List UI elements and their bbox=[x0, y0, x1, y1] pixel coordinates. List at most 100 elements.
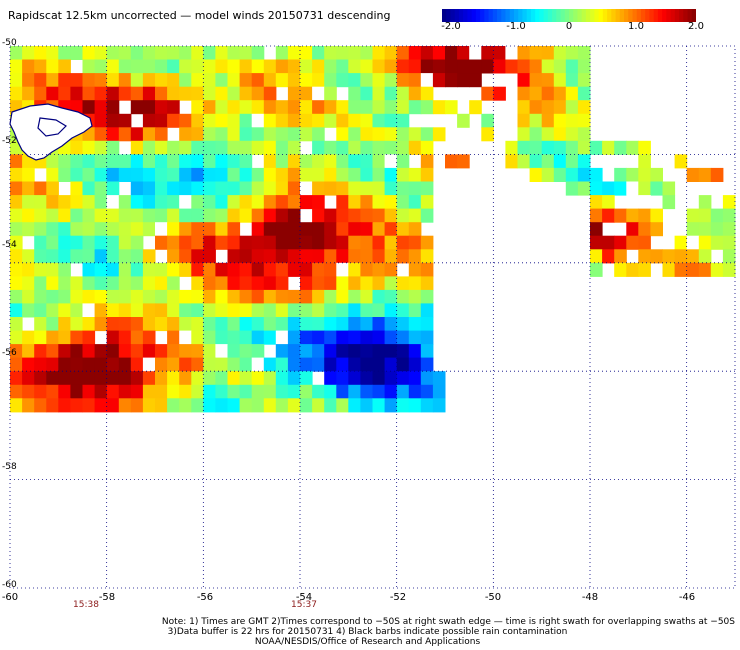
wind-cell bbox=[686, 195, 700, 210]
wind-cell bbox=[155, 398, 168, 413]
wind-cell bbox=[372, 181, 386, 196]
wind-cell bbox=[529, 167, 543, 182]
colorbar-segment bbox=[569, 9, 574, 22]
wind-cell bbox=[348, 249, 361, 264]
wind-cell bbox=[312, 398, 325, 413]
wind-cell bbox=[118, 262, 132, 277]
wind-cell bbox=[191, 46, 204, 60]
wind-cell bbox=[142, 276, 156, 291]
wind-cell bbox=[287, 235, 301, 250]
wind-cell bbox=[275, 276, 289, 291]
wind-cell bbox=[22, 195, 35, 210]
wind-cell bbox=[710, 262, 724, 277]
wind-cell bbox=[614, 140, 627, 155]
wind-cell bbox=[251, 330, 265, 345]
wind-cell bbox=[203, 344, 216, 359]
colorbar-segment bbox=[484, 9, 490, 22]
wind-cell bbox=[203, 140, 216, 155]
wind-cell bbox=[155, 167, 168, 182]
note-line: Note: 1) Times are GMT 2)Times correspon… bbox=[161, 617, 735, 627]
wind-cell bbox=[106, 262, 120, 277]
wind-cell bbox=[10, 330, 23, 345]
wind-cell bbox=[167, 100, 180, 115]
wind-cell bbox=[106, 384, 120, 399]
wind-cell bbox=[396, 195, 410, 210]
wind-cell bbox=[106, 127, 120, 142]
colorbar-segment bbox=[590, 9, 595, 22]
wind-cell bbox=[46, 289, 59, 304]
colorbar-segment bbox=[628, 9, 634, 22]
wind-cell bbox=[287, 127, 301, 142]
wind-cell bbox=[167, 154, 180, 169]
wind-cell bbox=[179, 330, 192, 345]
wind-cell bbox=[58, 357, 71, 372]
wind-cell bbox=[251, 127, 265, 142]
wind-cell bbox=[263, 195, 277, 210]
wind-cell bbox=[300, 303, 313, 318]
map-frame bbox=[9, 45, 736, 589]
wind-cell bbox=[215, 222, 228, 237]
wind-cell bbox=[227, 86, 241, 101]
wind-cell bbox=[46, 371, 59, 386]
wind-cell bbox=[239, 167, 253, 182]
wind-cell bbox=[239, 100, 253, 115]
lon-label: -58 bbox=[98, 592, 116, 603]
wind-cell bbox=[638, 235, 651, 250]
wind-cell bbox=[372, 289, 386, 304]
wind-cell bbox=[70, 330, 83, 345]
wind-cell bbox=[577, 73, 591, 88]
wind-cell bbox=[94, 113, 108, 128]
wind-cell bbox=[638, 167, 651, 182]
wind-cell bbox=[396, 398, 410, 413]
wind-cell bbox=[638, 195, 651, 210]
wind-cell bbox=[142, 181, 156, 196]
wind-cell bbox=[227, 384, 241, 399]
wind-cell bbox=[130, 167, 144, 182]
lon-label: -46 bbox=[678, 592, 696, 603]
wind-cell bbox=[34, 330, 47, 345]
wind-cell bbox=[638, 181, 651, 196]
wind-cell bbox=[336, 303, 349, 318]
wind-cell bbox=[22, 371, 35, 386]
wind-cell bbox=[179, 73, 192, 88]
wind-cell bbox=[239, 154, 253, 169]
colorbar-segment bbox=[526, 9, 532, 22]
wind-cell bbox=[106, 289, 120, 304]
wind-cell bbox=[118, 222, 132, 237]
wind-cell bbox=[22, 167, 35, 182]
wind-cell bbox=[34, 86, 47, 101]
wind-cell bbox=[263, 208, 277, 223]
wind-cell bbox=[553, 59, 567, 74]
wind-cell bbox=[118, 384, 132, 399]
wind-cell bbox=[251, 195, 265, 210]
wind-cell bbox=[82, 100, 96, 115]
wind-cell bbox=[94, 371, 108, 386]
wind-cell bbox=[22, 208, 35, 223]
wind-cell bbox=[10, 249, 23, 264]
wind-cell bbox=[106, 317, 120, 332]
wind-cell bbox=[372, 249, 386, 264]
wind-cell bbox=[179, 181, 192, 196]
lon-label: -48 bbox=[581, 592, 599, 603]
wind-cell bbox=[142, 303, 156, 318]
wind-cell bbox=[408, 222, 422, 237]
wind-cell bbox=[348, 195, 361, 210]
wind-cell bbox=[142, 167, 156, 182]
wind-cell bbox=[300, 276, 313, 291]
wind-cell bbox=[58, 384, 71, 399]
wind-cell bbox=[155, 100, 168, 115]
wind-cell bbox=[118, 276, 132, 291]
wind-cell bbox=[481, 59, 494, 74]
wind-cell bbox=[106, 222, 120, 237]
wind-cell bbox=[179, 195, 192, 210]
wind-cell bbox=[22, 303, 35, 318]
wind-cell bbox=[106, 46, 120, 60]
wind-cell bbox=[130, 100, 144, 115]
wind-cell bbox=[372, 235, 386, 250]
wind-cell bbox=[481, 113, 494, 128]
wind-cell bbox=[324, 344, 337, 359]
wind-cell bbox=[191, 303, 204, 318]
lon-label: -50 bbox=[484, 592, 502, 603]
wind-cell bbox=[263, 249, 277, 264]
